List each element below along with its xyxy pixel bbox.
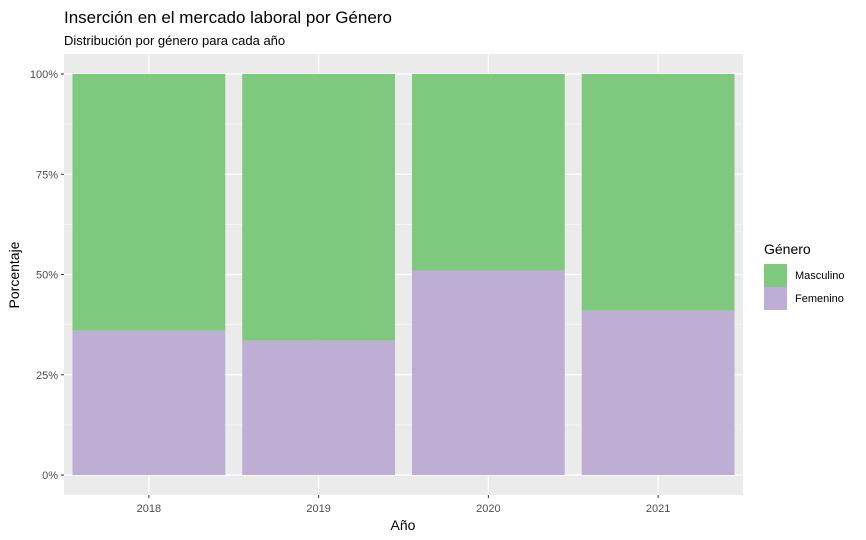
y-tick-label: 0%: [42, 470, 58, 482]
bar-masculino-2021: [581, 74, 735, 311]
x-axis-ticks: 2018 2019 2020 2021: [137, 495, 670, 515]
bar-femenino-2019: [242, 340, 396, 475]
legend-key-femenino: [764, 287, 787, 310]
legend-key-masculino: [764, 264, 787, 287]
x-tick-label: 2018: [137, 503, 161, 515]
legend-label-masculino: Masculino: [795, 270, 845, 282]
bar-femenino-2021: [581, 310, 735, 475]
y-tick-label: 100%: [30, 69, 58, 81]
legend-label-femenino: Femenino: [795, 293, 844, 305]
x-axis-title: Año: [391, 517, 416, 533]
y-axis-ticks: 0% 25% 50% 75% 100%: [30, 69, 64, 482]
bar-masculino-2018: [72, 74, 226, 331]
legend: Género Masculino Femenino: [764, 241, 845, 310]
bars: [72, 74, 735, 475]
bar-masculino-2019: [242, 74, 396, 341]
bar-femenino-2018: [72, 330, 226, 475]
bar-masculino-2020: [411, 74, 565, 271]
bar-femenino-2020: [411, 270, 565, 475]
chart-subtitle: Distribución por género para cada año: [64, 33, 285, 48]
legend-title: Género: [764, 241, 811, 257]
x-tick-label: 2020: [476, 503, 500, 515]
x-tick-label: 2021: [646, 503, 670, 515]
y-tick-label: 25%: [36, 370, 58, 382]
y-tick-label: 75%: [36, 169, 58, 181]
chart-title: Inserción en el mercado laboral por Géne…: [64, 8, 392, 27]
y-axis-title: Porcentaje: [6, 241, 22, 308]
y-tick-label: 50%: [36, 270, 58, 282]
x-tick-label: 2019: [306, 503, 330, 515]
